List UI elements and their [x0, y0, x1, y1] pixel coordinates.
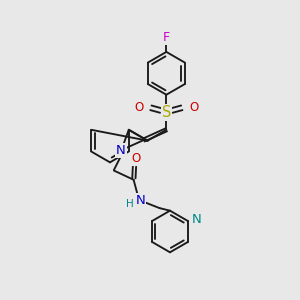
- Text: N: N: [191, 213, 201, 226]
- Text: N: N: [136, 194, 146, 207]
- Text: F: F: [163, 32, 170, 44]
- Text: O: O: [189, 101, 198, 114]
- Text: O: O: [131, 152, 140, 165]
- Text: S: S: [162, 105, 171, 120]
- Text: H: H: [125, 199, 133, 209]
- Text: O: O: [134, 101, 144, 114]
- Text: N: N: [116, 144, 126, 157]
